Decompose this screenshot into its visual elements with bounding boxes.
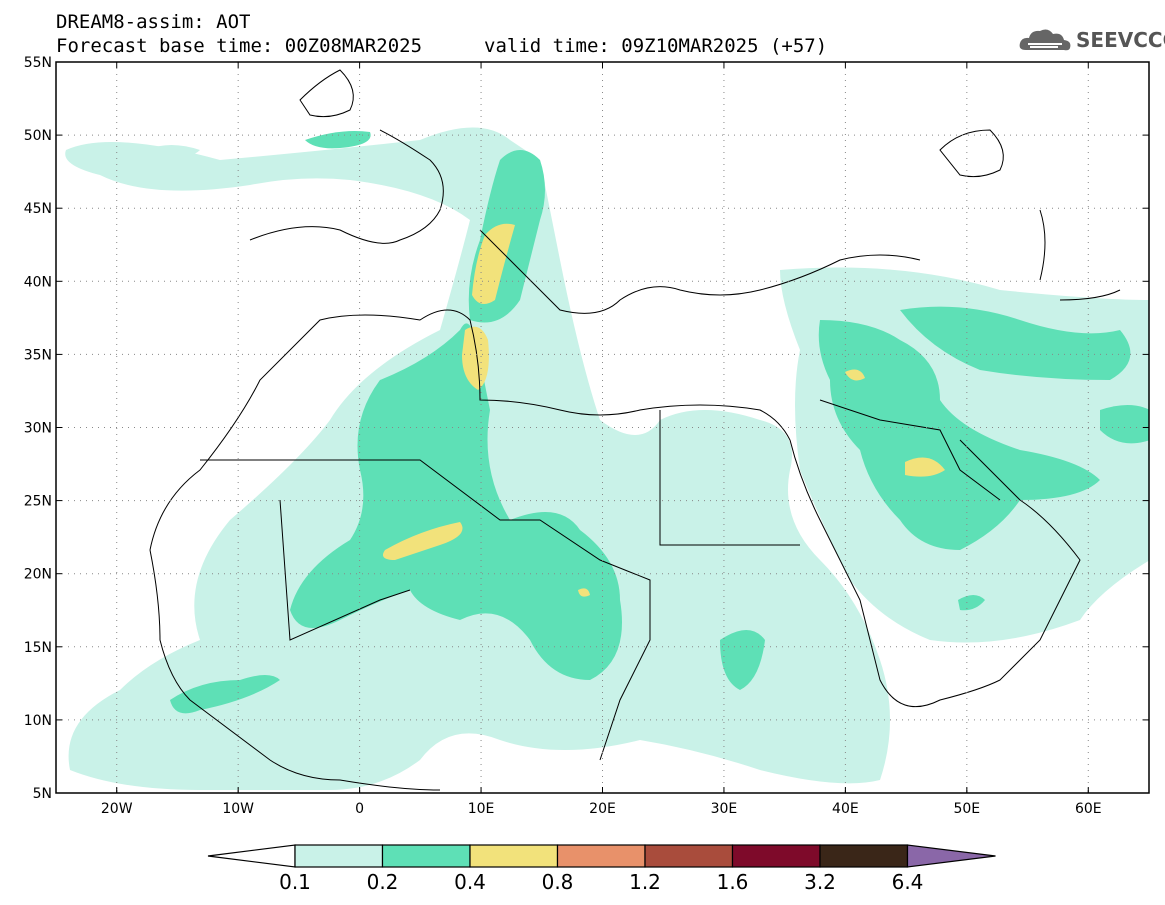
lon-label: 0 <box>355 801 364 817</box>
colorbar-label: 0.2 <box>367 870 399 894</box>
coastlines <box>149 69 1121 791</box>
lat-label: 35N <box>24 347 52 363</box>
forecast-base-time: Forecast base time: 00Z08MAR2025 <box>56 35 423 57</box>
aot-band-high-tunisia <box>462 326 489 390</box>
colorbar-label: 3.2 <box>804 870 836 894</box>
lat-label: 10N <box>24 713 52 729</box>
lon-label: 30E <box>711 801 738 817</box>
cloud-icon <box>1019 29 1071 51</box>
lon-label: 20W <box>101 801 133 817</box>
colorbar-label: 6.4 <box>892 870 924 894</box>
aot-band-high-italy <box>472 223 515 304</box>
aot-band-mid-sahel <box>720 630 765 690</box>
aot-band-low-blob <box>146 145 200 159</box>
lat-lon-grid <box>56 62 1149 793</box>
colorbar-extend-low <box>207 844 296 868</box>
aot-band-high-chad <box>578 588 590 597</box>
axis-ticks: 55N 50N 45N 40N 35N 30N 25N 20N 15N 10N 5N 20W 10W 0 1… <box>24 55 1149 817</box>
colorbar-box <box>469 844 559 868</box>
colorbar-box <box>294 844 384 868</box>
lat-label: 5N <box>33 786 52 802</box>
aot-band-mid-westafrica <box>170 675 280 714</box>
valid-time: valid time: 09Z10MAR2025 (+57) <box>484 35 828 57</box>
lon-label: 20E <box>589 801 616 817</box>
lat-label: 45N <box>24 201 52 217</box>
lat-label: 40N <box>24 274 52 290</box>
lon-label: 10W <box>222 801 254 817</box>
aot-band-mid-uk <box>305 131 371 149</box>
aot-band-high-algeria <box>382 522 463 560</box>
colorbar-box <box>644 844 734 868</box>
colorbar-label: 0.4 <box>454 870 486 894</box>
colorbar-box <box>819 844 909 868</box>
colorbar: 0.1 0.2 0.4 0.8 1.2 1.6 3.2 6.4 <box>207 844 996 894</box>
aot-band-mid-gulf <box>900 306 1131 380</box>
colorbar-box <box>381 844 471 868</box>
lon-label: 60E <box>1075 801 1102 817</box>
aot-band-mid-arabia <box>818 320 1100 550</box>
aot-band-mid-yemen <box>958 595 985 611</box>
aot-field <box>56 62 1149 793</box>
aot-band-mid-sahara <box>290 323 622 680</box>
map-title: DREAM8-assim: AOT <box>56 11 251 33</box>
aot-band-high-iraq <box>845 369 865 381</box>
lat-label: 25N <box>24 494 52 510</box>
colorbar-label: 1.6 <box>717 870 749 894</box>
lon-label: 50E <box>953 801 980 817</box>
lon-label: 10E <box>468 801 495 817</box>
colorbar-box <box>731 844 821 868</box>
aot-band-mid-east <box>1100 405 1149 444</box>
lat-label: 50N <box>24 128 52 144</box>
colorbar-extend-high <box>906 844 996 868</box>
lat-label: 55N <box>24 55 52 71</box>
colorbar-label: 0.1 <box>279 870 311 894</box>
colorbar-label: 1.2 <box>629 870 661 894</box>
lon-label: 40E <box>832 801 859 817</box>
lat-label: 15N <box>24 640 52 656</box>
colorbar-label: 0.8 <box>542 870 574 894</box>
colorbar-box <box>556 844 646 868</box>
lat-label: 30N <box>24 421 52 437</box>
lat-label: 20N <box>24 567 52 583</box>
seevccc-logo: SEEVCCC <box>1018 26 1165 54</box>
aot-band-high-arabia <box>905 457 945 477</box>
logo-text: SEEVCCC <box>1076 28 1165 52</box>
